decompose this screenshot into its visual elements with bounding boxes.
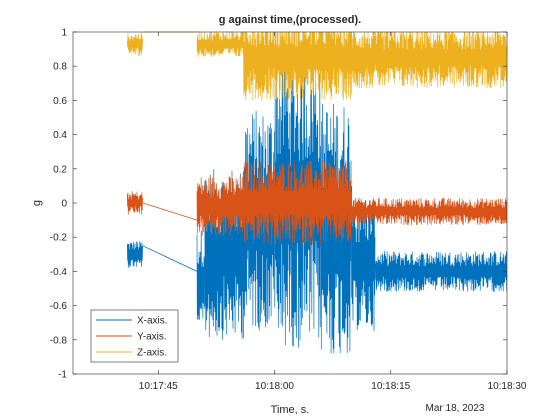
y-axis: -1 -0.8 -0.6 -0.4 -0.2 0 0.2 0.4 0.6 0.8 1 xyxy=(50,28,507,381)
series-1 xyxy=(126,58,508,354)
series-line xyxy=(126,191,143,215)
y-tick-label: -0.4 xyxy=(50,267,68,278)
series-gap-line xyxy=(142,245,198,272)
y-tick-label: -0.2 xyxy=(50,233,68,244)
series-line xyxy=(196,176,244,237)
y-tick-label: 0.4 xyxy=(53,130,67,141)
x-axis-label: Time, s. xyxy=(271,404,310,416)
y-tick-label: 1 xyxy=(61,28,67,39)
series-line xyxy=(196,31,244,58)
series-line xyxy=(320,103,353,354)
series-line xyxy=(243,110,275,331)
series-line xyxy=(351,199,376,332)
legend: X-axis. Y-axis. Z-axis. xyxy=(90,309,179,363)
series-gap-line xyxy=(142,202,198,221)
y-axis-label: g xyxy=(31,200,43,206)
x-axis: 10:17:45 10:18:00 10:18:15 10:18:30 xyxy=(139,32,527,392)
x-tick-label: 10:18:30 xyxy=(488,381,527,392)
legend-label-z: Z-axis. xyxy=(137,348,167,359)
series-2 xyxy=(126,160,508,246)
series-line xyxy=(126,31,143,56)
plot-area xyxy=(126,31,508,354)
legend-label-x: X-axis. xyxy=(137,316,168,327)
series-line xyxy=(351,31,508,89)
y-tick-label: 0.8 xyxy=(53,62,67,73)
series-3 xyxy=(126,31,508,101)
x-tick-label: 10:17:45 xyxy=(139,381,178,392)
x-tick-label: 10:18:15 xyxy=(371,381,410,392)
legend-label-y: Y-axis. xyxy=(137,332,167,343)
series-line xyxy=(126,240,143,268)
series-line xyxy=(351,197,508,226)
chart-title: g against time,(processed). xyxy=(219,14,361,26)
series-line xyxy=(243,31,353,101)
y-tick-label: -0.6 xyxy=(50,301,68,312)
y-tick-label: -0.8 xyxy=(50,335,68,346)
y-tick-label: 0 xyxy=(61,199,67,210)
y-tick-label: 0.2 xyxy=(53,164,67,175)
series-line xyxy=(374,250,508,292)
series-line xyxy=(243,160,353,246)
series-line xyxy=(204,169,244,340)
y-tick-label: 0.6 xyxy=(53,96,67,107)
x-tick-label: 10:18:00 xyxy=(255,381,294,392)
x-date-label: Mar 18, 2023 xyxy=(426,403,485,414)
y-tick-label: -1 xyxy=(58,370,67,381)
series-line xyxy=(196,230,206,320)
